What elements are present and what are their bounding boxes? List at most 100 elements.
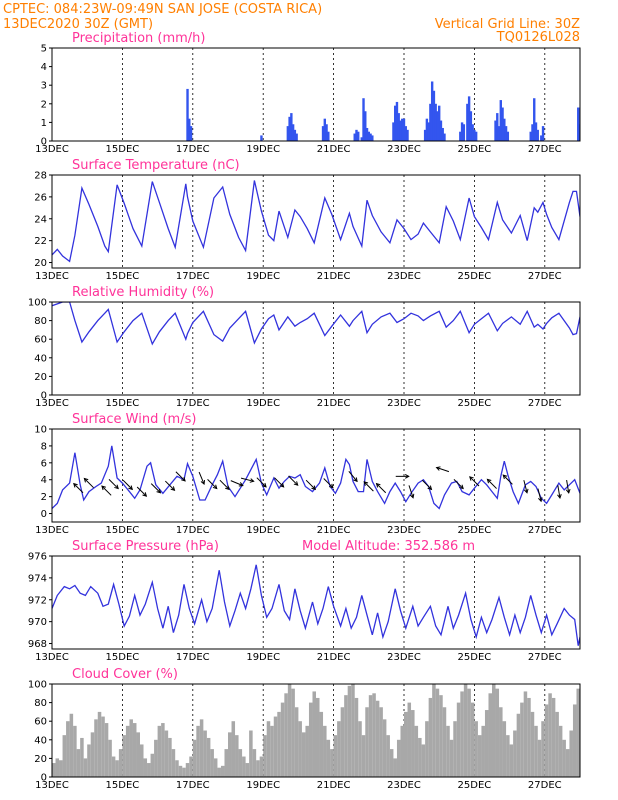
cloud-cover-bar (108, 739, 112, 777)
x-tick-label: 27DEC (528, 144, 562, 155)
wind-vector-arrow (469, 476, 480, 487)
x-tick-label: 13DEC (35, 398, 69, 409)
precip-bar (501, 107, 504, 141)
cloud-cover-bar (530, 711, 535, 777)
x-tick-label: 23DEC (387, 525, 421, 536)
cloud-cover-bar (344, 695, 348, 777)
cloud-cover-bar (368, 695, 373, 777)
plot-area (52, 302, 580, 346)
x-tick-label: 19DEC (246, 652, 280, 663)
precip-bar (436, 111, 439, 141)
wind-vector-arrow (305, 479, 317, 491)
cloud-cover-bar (210, 749, 214, 777)
precip-bar (357, 131, 360, 141)
precip-bar (395, 101, 399, 141)
x-tick-label: 27DEC (528, 271, 562, 282)
precip-bar (494, 120, 497, 141)
cloud-cover-bar (456, 702, 461, 777)
cloud-cover-bar (404, 711, 408, 777)
cloud-cover-bar (280, 702, 285, 777)
series-line (52, 180, 580, 263)
precip-bar (286, 126, 290, 141)
y-tick-label: 0 (41, 391, 47, 402)
x-tick-label: 15DEC (106, 652, 140, 663)
plot-area (52, 684, 580, 777)
y-tick-label: 20 (34, 258, 47, 269)
cloud-cover-bar (333, 735, 338, 777)
precip-bar (469, 111, 473, 141)
wind-vector-arrow (486, 478, 497, 489)
precip-bar (371, 135, 374, 141)
panel-title: Relative Humidity (%) (72, 285, 214, 300)
x-tick-label: 13DEC (35, 525, 69, 536)
cloud-cover-bar (481, 725, 485, 777)
cloud-cover-bar (499, 707, 503, 777)
y-tick-label: 976 (28, 552, 47, 563)
precip-bar (189, 126, 193, 141)
precip-bar (291, 124, 295, 141)
wind-vector-arrow (408, 485, 415, 499)
cloud-cover-bar (284, 693, 288, 777)
y-tick-label: 80 (34, 698, 47, 709)
cloud-cover-bar (115, 760, 119, 777)
y-tick-label: 2 (41, 492, 47, 503)
precip-bar (401, 118, 404, 141)
precip-bar (369, 133, 372, 141)
x-tick-label: 17DEC (176, 652, 210, 663)
cloud-cover-bar (316, 697, 320, 777)
wind-vector-arrow (288, 475, 299, 486)
x-tick-label: 25DEC (458, 780, 492, 791)
cloud-cover-bar (291, 688, 295, 777)
precip-bar (186, 88, 189, 141)
cloud-cover-bar (414, 725, 419, 777)
header-date: 13DEC2020 30Z (GMT) (3, 17, 153, 32)
cloud-cover-bar (140, 744, 144, 777)
cloud-cover-bar (418, 737, 422, 777)
wind-vector-arrow (207, 479, 218, 490)
plot-area (52, 180, 580, 263)
cloud-cover-bar (460, 691, 464, 777)
x-tick-label: 13DEC (35, 652, 69, 663)
y-tick-label: 4 (41, 62, 47, 73)
cloud-cover-bar (551, 697, 556, 777)
x-tick-label: 21DEC (317, 398, 351, 409)
precip-bar (529, 131, 532, 141)
wind-vector-arrow (230, 480, 244, 487)
x-tick-label: 23DEC (387, 398, 421, 409)
x-tick-label: 15DEC (106, 271, 140, 282)
y-tick-label: 80 (34, 316, 47, 327)
cloud-cover-bar (463, 684, 468, 777)
precip-bar (471, 124, 474, 141)
cloud-cover-bar (217, 767, 221, 777)
precip-bar (425, 118, 429, 141)
y-tick-label: 968 (28, 639, 47, 650)
wind-vector-arrow (136, 486, 148, 497)
y-tick-label: 100 (28, 680, 47, 691)
cloud-cover-bar (192, 739, 197, 777)
y-tick-label: 20 (34, 754, 47, 765)
precip-bar (427, 122, 430, 141)
y-tick-label: 0 (41, 509, 47, 520)
cloud-cover-bar (527, 697, 531, 777)
wind-vector-arrow (502, 474, 513, 485)
x-tick-label: 23DEC (387, 652, 421, 663)
wind-vector-arrow (175, 471, 186, 482)
plot-frame (51, 174, 581, 269)
header-model-id: TQ0126L028 (496, 30, 580, 45)
cloud-cover-bar (150, 753, 155, 777)
cloud-cover-bar (361, 735, 366, 777)
precip-bar (534, 122, 538, 141)
y-tick-label: 974 (28, 573, 47, 584)
cloud-cover-bar (224, 749, 228, 777)
panel-title: Cloud Cover (%) (72, 667, 178, 682)
cloud-cover-bar (80, 737, 84, 777)
panel-title: Precipitation (mm/h) (72, 31, 205, 46)
precip-bar (504, 126, 508, 141)
precip-bar (467, 96, 471, 141)
cloud-cover-bar (396, 739, 401, 777)
precip-bar (323, 118, 326, 141)
x-tick-label: 19DEC (246, 144, 280, 155)
precip-bar (460, 122, 464, 141)
cloud-cover-bar (562, 739, 566, 777)
panel-title: Surface Pressure (hPa) (72, 539, 219, 554)
